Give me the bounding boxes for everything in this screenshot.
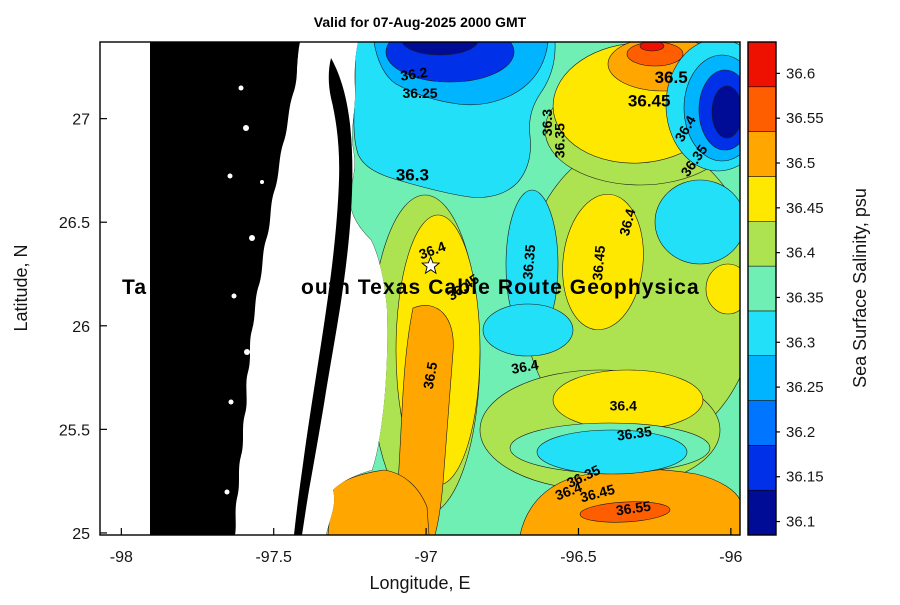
contour-label-text: 36.3 xyxy=(396,165,429,184)
contour-label-text: 36.5 xyxy=(420,360,441,390)
colorbar-band xyxy=(747,131,777,177)
contour-label: 36.4 xyxy=(616,207,639,238)
laguna-madre xyxy=(259,50,310,535)
colorbar-band xyxy=(747,176,777,222)
contour-label: 36.4 xyxy=(610,398,637,414)
colorbar-tick-label: 36.25 xyxy=(786,379,824,396)
colorbar-band xyxy=(747,445,777,491)
contour-label: 36.45 xyxy=(628,92,671,111)
contour-label-text: 36.35 xyxy=(519,244,538,281)
contour-label-text: 36.25 xyxy=(402,85,437,101)
star-marker xyxy=(420,255,441,275)
contour-band-36.60 xyxy=(639,42,665,52)
colorbar-band xyxy=(747,41,777,88)
contour-label: 36.2 xyxy=(399,64,428,84)
colorbar-bands xyxy=(747,41,777,536)
colorbar-band xyxy=(747,489,777,536)
sea-contour-field xyxy=(326,42,740,535)
x-tick-label: -98 xyxy=(110,549,133,566)
overlay-title-right-fragment: outh Texas Cable Route Geophysica xyxy=(301,276,700,299)
contour-band-36.50 xyxy=(393,305,454,535)
plot-frame xyxy=(99,41,741,536)
contour-label-text: 36.35 xyxy=(616,423,653,444)
x-tick-label: -96.5 xyxy=(560,549,597,566)
y-tick-label: 26.5 xyxy=(59,215,90,232)
contour-band-36.45 xyxy=(562,193,644,331)
contour-label-text: 36.3 xyxy=(539,109,555,136)
y-tick-label: 25.5 xyxy=(59,422,90,439)
contour-label-text: 36.55 xyxy=(615,498,652,519)
y-axis-label: Latitude, N xyxy=(11,244,31,331)
contour-band-36.30 xyxy=(654,179,740,265)
contour-band-36.45 xyxy=(705,263,740,315)
contour-label: 36.5 xyxy=(420,360,441,390)
colorbar-tick-label: 36.2 xyxy=(786,424,815,441)
contour-label: 36.55 xyxy=(615,498,652,519)
colorbar-tick-label: 36.35 xyxy=(786,289,824,306)
contour-label: 36.35 xyxy=(519,244,538,281)
contour-label: 36.3 xyxy=(396,165,429,184)
colorbar-tick-label: 36.15 xyxy=(786,469,824,486)
colorbar-ticks: 36.1 36.15 36.2 36.25 36.3 36.35 36.4 36.45 36.5… xyxy=(776,65,824,531)
colorbar: 36.1 36.15 36.2 36.25 36.3 36.35 36.4 36.45 36.5… xyxy=(747,41,870,536)
mainland xyxy=(150,42,300,535)
contour-label: 36.4 xyxy=(510,356,540,377)
contour-band-36.15 xyxy=(401,42,479,56)
x-tick-label: -97.5 xyxy=(255,549,292,566)
colorbar-band xyxy=(747,310,777,356)
contour-label-text: 36.45 xyxy=(628,92,671,111)
contour-label: 36.25 xyxy=(402,85,437,101)
overlay-title: Ta outh Texas Cable Route Geophysica xyxy=(122,276,700,299)
colorbar-label: Sea Surface Salinity, psu xyxy=(850,188,870,388)
colorbar-tick-label: 36.4 xyxy=(786,245,815,262)
y-tick-label: 25 xyxy=(72,526,90,543)
x-axis-label: Longitude, E xyxy=(369,573,470,593)
colorbar-tick-label: 36.6 xyxy=(786,65,815,82)
colorbar-band xyxy=(747,355,777,401)
contour-band-36.30 xyxy=(536,429,688,475)
contour-label-text: 36.4 xyxy=(610,398,637,414)
colorbar-band xyxy=(747,86,777,132)
contour-label-text: 36.5 xyxy=(655,68,688,87)
figure-title: Valid for 07-Aug-2025 2000 GMT xyxy=(314,14,527,30)
contour-label-text: 36.35 xyxy=(552,123,568,158)
contour-label-text: 36.4 xyxy=(510,356,540,377)
y-tick-label: 27 xyxy=(72,112,90,129)
x-tick-label: -96 xyxy=(719,549,742,566)
contour-label-text: 36.45 xyxy=(589,245,608,282)
axes: -98 -97.5 -97 -96.5 -96 25 25.5 26 26.5 27 Longi… xyxy=(11,41,743,593)
contour-label: 36.35 xyxy=(616,423,653,444)
contour-band-36.15 xyxy=(711,85,740,139)
colorbar-frame xyxy=(747,41,777,536)
barrier-island xyxy=(294,58,353,535)
colorbar-tick-label: 36.5 xyxy=(786,155,815,172)
inland-water-speckles xyxy=(224,85,272,508)
colorbar-band xyxy=(747,221,777,267)
colorbar-tick-label: 36.1 xyxy=(786,514,815,531)
contour-label: 36.5 xyxy=(655,68,688,87)
contour-label-text: 36.4 xyxy=(616,207,639,238)
colorbar-band xyxy=(747,400,777,446)
contour-label-text: 36.2 xyxy=(399,64,428,84)
overlay-title-left-fragment: Ta xyxy=(122,276,147,299)
x-tick-label: -97 xyxy=(415,549,438,566)
colorbar-band xyxy=(747,265,777,312)
y-axis-ticks: 25 25.5 26 26.5 27 xyxy=(59,112,107,543)
colorbar-tick-label: 36.45 xyxy=(786,200,824,217)
contour-band-36.30 xyxy=(482,303,574,357)
contour-label: 36.3 xyxy=(539,109,555,136)
star-marker-shape xyxy=(420,255,441,275)
laguna-madre-upper xyxy=(297,52,330,152)
x-axis-ticks: -98 -97.5 -97 -96.5 -96 xyxy=(110,528,743,566)
land-mass xyxy=(150,42,353,535)
colorbar-tick-label: 36.55 xyxy=(786,110,824,127)
colorbar-tick-label: 36.3 xyxy=(786,334,815,351)
contour-band-36.55 xyxy=(579,501,671,523)
contour-label: 36.35 xyxy=(552,123,568,158)
y-tick-label: 26 xyxy=(72,319,90,336)
contour-label: 36.45 xyxy=(589,245,608,282)
